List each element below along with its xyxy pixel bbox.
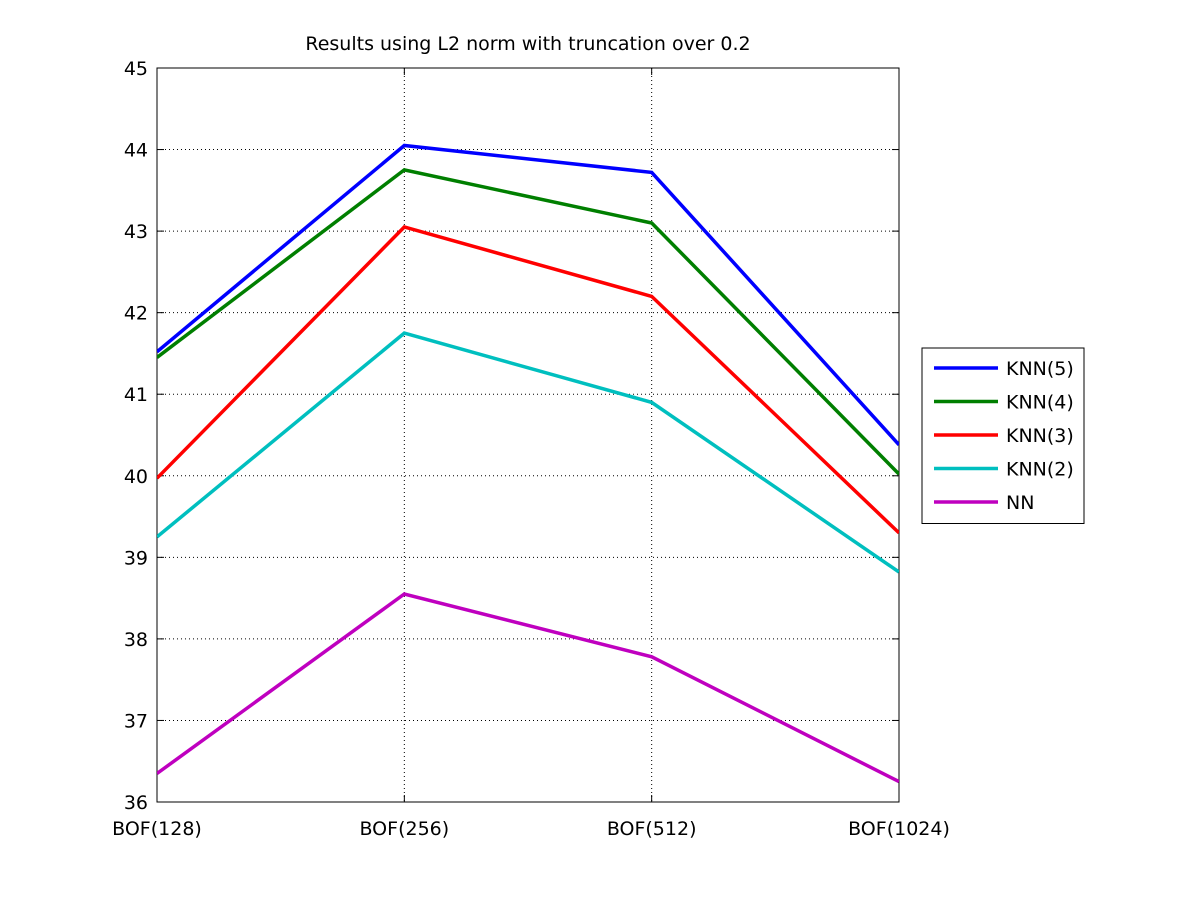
x-tick-label: BOF(1024) xyxy=(848,818,950,840)
series-line-nn xyxy=(157,592,899,784)
y-tick-label: 36 xyxy=(124,792,148,814)
series-lines xyxy=(157,143,899,784)
y-tick-label: 37 xyxy=(124,710,148,732)
series-line-knn-4 xyxy=(157,168,899,476)
x-tick-label: BOF(512) xyxy=(607,818,697,840)
y-tick-label: 45 xyxy=(124,58,148,80)
y-tick-label: 39 xyxy=(124,547,148,569)
legend-label-knn-5: KNN(5) xyxy=(1006,358,1074,380)
plot-area-frame xyxy=(156,67,900,803)
axis-ticks: 36 37 38 39 40 41 42 43 44 45 BOF(128) BOF(256) BOF(… xyxy=(112,58,950,840)
y-tick-label: 44 xyxy=(124,140,148,162)
y-tick-label: 43 xyxy=(124,221,148,243)
y-tick-label: 38 xyxy=(124,629,148,651)
y-tick-label: 41 xyxy=(124,384,148,406)
x-tick-label: BOF(128) xyxy=(112,818,202,840)
legend-label-knn-4: KNN(4) xyxy=(1006,392,1074,414)
y-tick-label: 42 xyxy=(124,303,148,325)
legend-label-knn-2: KNN(2) xyxy=(1006,459,1074,481)
chart-title: Results using L2 norm with truncation ov… xyxy=(305,33,750,55)
legend-label-knn-3: KNN(3) xyxy=(1006,425,1074,447)
x-tick-label: BOF(256) xyxy=(359,818,449,840)
legend-label-nn: NN xyxy=(1006,492,1034,514)
series-line-knn-2 xyxy=(157,331,899,574)
y-tick-label: 40 xyxy=(124,466,148,488)
series-line-knn-5 xyxy=(157,143,899,446)
series-line-knn-3 xyxy=(157,225,899,535)
legend: KNN(5) KNN(4) KNN(3) KNN(2) NN xyxy=(921,347,1085,524)
